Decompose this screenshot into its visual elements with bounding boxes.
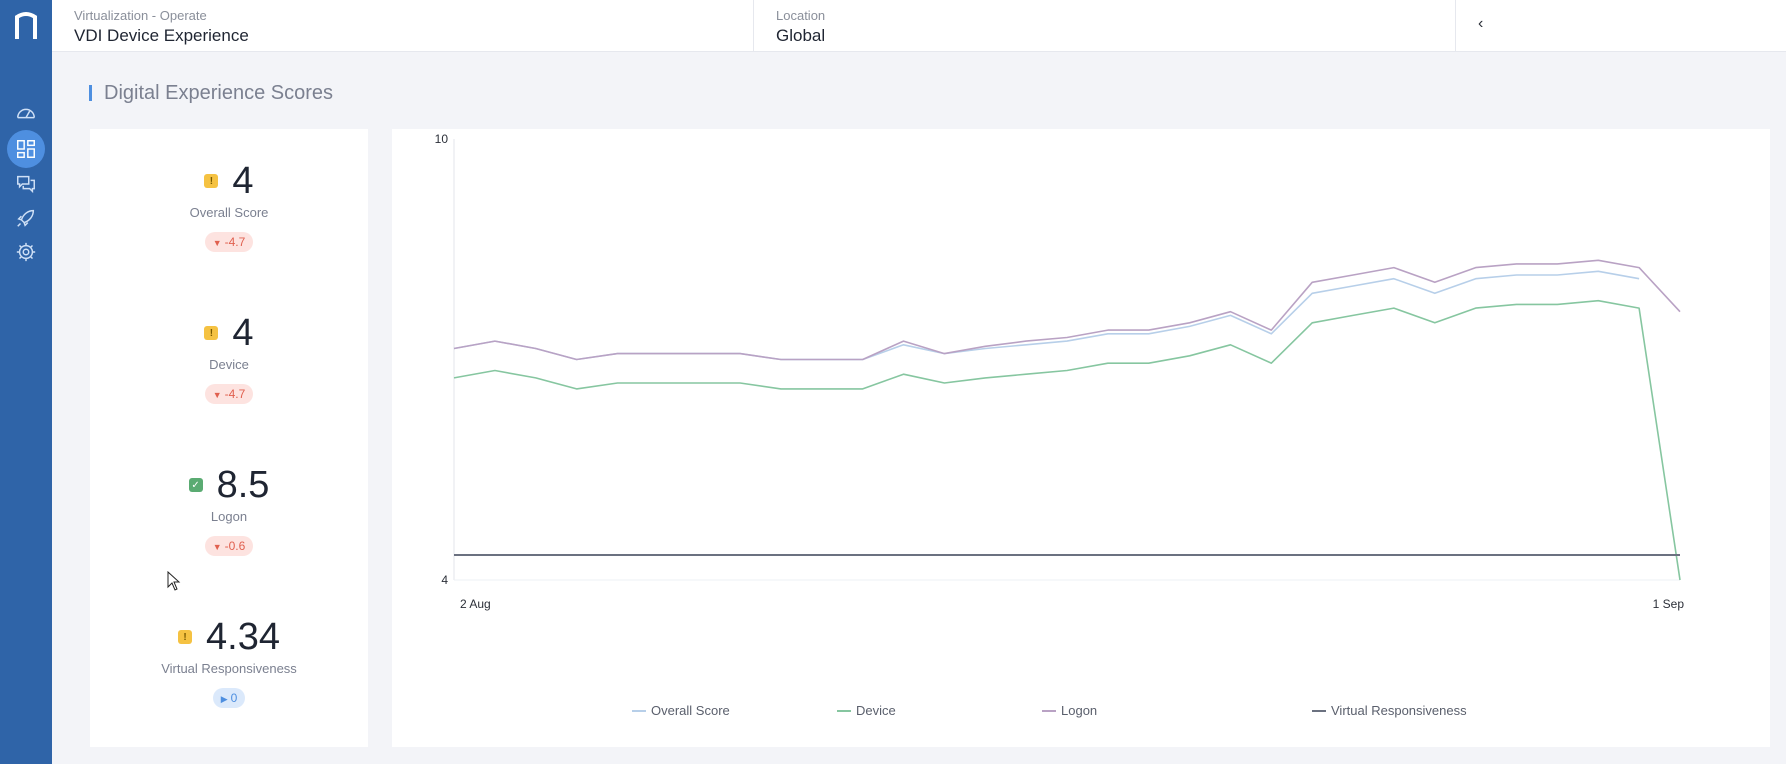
legend-swatch [1312, 709, 1326, 712]
sidebar-item-settings[interactable] [7, 233, 45, 271]
score-label: Virtual Responsiveness [161, 661, 297, 676]
legend-label: Virtual Responsiveness [1331, 703, 1467, 718]
x-tick-label: 1 Sep [1653, 597, 1685, 611]
line-chart[interactable]: 10 4 2 Aug 1 Sep [392, 129, 1770, 703]
chart-card: 10 4 2 Aug 1 Sep Overall Score Device Logon Vi… [392, 129, 1770, 747]
logo[interactable] [12, 9, 40, 41]
y-tick-label: 4 [441, 573, 448, 587]
x-tick-label: 2 Aug [460, 597, 491, 611]
scores-card: ! 4 Overall Score ▼ -4.7 ! 4 Device ▼ -4.7… [90, 129, 368, 747]
legend-swatch [632, 709, 646, 712]
chevron-left-icon[interactable]: ‹ [1478, 15, 1484, 32]
location-label: Location [776, 8, 826, 23]
delta-value: -4.7 [224, 387, 246, 401]
delta-value: -0.6 [224, 539, 246, 553]
page-title-block: Virtualization - Operate VDI Device Expe… [52, 0, 754, 52]
page-title: VDI Device Experience [74, 26, 249, 45]
mouse-cursor-icon [167, 571, 181, 591]
legend-swatch [837, 709, 851, 712]
score-delta-badge: ▼ -4.7 [204, 384, 254, 404]
score-label: Device [209, 357, 249, 372]
warning-icon: ! [204, 326, 219, 340]
legend-label: Device [856, 703, 896, 718]
legend-swatch [1042, 709, 1056, 712]
sidebar-item-dashboard[interactable] [7, 130, 45, 168]
legend-item[interactable]: Virtual Responsiveness [1312, 703, 1467, 718]
location-selector[interactable]: Location Global [754, 0, 1456, 52]
series-line-device [453, 299, 1681, 581]
score-device[interactable]: ! 4 Device ▼ -4.7 [90, 311, 368, 404]
score-delta-badge: ▼ -4.7 [204, 232, 254, 252]
section-accent-bar [89, 85, 92, 101]
score-value: 4 [232, 311, 254, 354]
legend-label: Logon [1061, 703, 1098, 718]
delta-value: -4.7 [224, 235, 246, 249]
sidebar [0, 0, 52, 764]
legend-item[interactable]: Device [837, 703, 896, 718]
score-logon[interactable]: ✓ 8.5 Logon ▼ -0.6 [90, 463, 368, 556]
legend-label: Overall Score [651, 703, 730, 718]
score-label: Overall Score [189, 205, 269, 220]
arrow-down-icon: ▼ [212, 238, 222, 248]
score-value: 4.34 [206, 615, 280, 658]
location-value: Global [776, 26, 826, 45]
check-icon: ✓ [188, 478, 203, 492]
y-tick-label: 10 [435, 132, 449, 146]
score-virtual-responsiveness[interactable]: ! 4.34 Virtual Responsiveness ▶ 0 [90, 615, 368, 708]
sidebar-item-chat[interactable] [7, 165, 45, 203]
sidebar-item-rocket[interactable] [7, 199, 45, 237]
legend-item[interactable]: Logon [1042, 703, 1097, 718]
gear-icon [16, 242, 36, 262]
score-delta-badge: ▶ 0 [212, 688, 246, 708]
rocket-icon [17, 209, 35, 227]
chart-legend: Overall Score Device Logon Virtual Responsi… [392, 703, 1770, 723]
breadcrumb: Virtualization - Operate [74, 8, 207, 23]
arrow-down-icon: ▼ [212, 542, 222, 552]
arrow-right-icon: ▶ [220, 694, 228, 704]
series-line-overall-score [453, 270, 1640, 361]
section-title: Digital Experience Scores [104, 81, 333, 104]
sidebar-item-gauge[interactable] [7, 94, 45, 132]
header-right-panel: ‹ [1456, 0, 1786, 52]
score-delta-badge: ▼ -0.6 [204, 536, 254, 556]
delta-value: 0 [230, 691, 238, 705]
arrow-down-icon: ▼ [212, 390, 222, 400]
legend-item[interactable]: Overall Score [632, 703, 730, 718]
score-overall[interactable]: ! 4 Overall Score ▼ -4.7 [90, 159, 368, 252]
score-label: Logon [210, 509, 248, 524]
warning-icon: ! [178, 630, 193, 644]
warning-icon: ! [204, 174, 219, 188]
score-value: 8.5 [216, 463, 270, 506]
dashboard-icon [17, 140, 35, 158]
series-line-logon [453, 259, 1681, 361]
gauge-icon [17, 108, 35, 119]
header: Virtualization - Operate VDI Device Expe… [52, 0, 1786, 52]
section-header: Digital Experience Scores [89, 82, 333, 104]
chat-icon [17, 175, 35, 194]
score-value: 4 [232, 159, 254, 202]
